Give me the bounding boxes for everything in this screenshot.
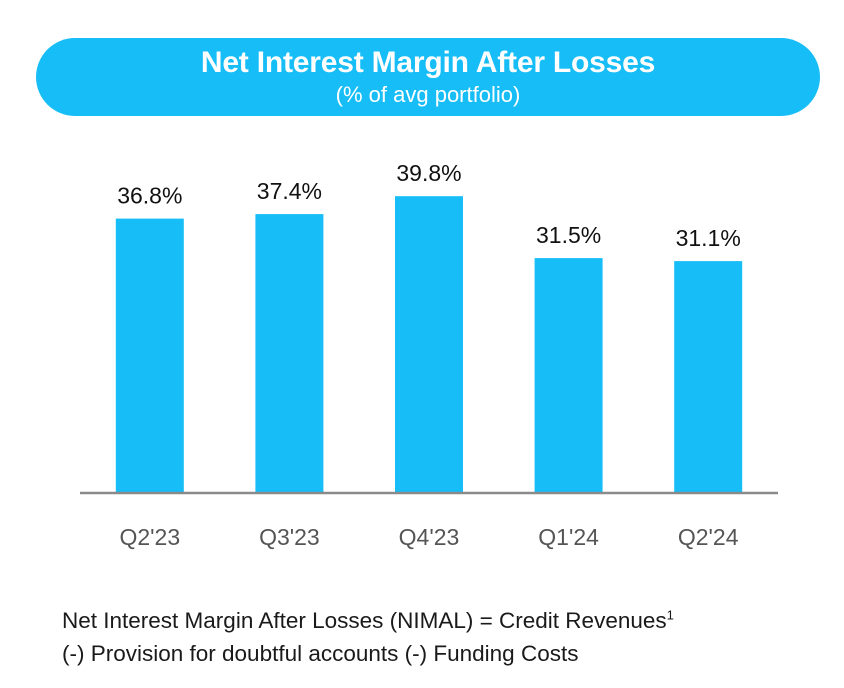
- bar-value-label: 37.4%: [257, 178, 322, 204]
- footnote: Net Interest Margin After Losses (NIMAL)…: [62, 604, 832, 670]
- bar-Q2'23: [115, 218, 184, 493]
- x-tick-label: Q2'23: [119, 524, 180, 550]
- footnote-line-2: (-) Provision for doubtful accounts (-) …: [62, 641, 579, 666]
- bar-value-label: 31.1%: [676, 225, 741, 251]
- x-tick-label: Q4'23: [399, 524, 460, 550]
- bar-Q3'23: [255, 214, 324, 493]
- bar-value-label: 39.8%: [396, 160, 461, 186]
- footnote-superscript: 1: [666, 607, 674, 623]
- bar-Q1'24: [534, 258, 603, 493]
- x-tick-label: Q3'23: [259, 524, 320, 550]
- bar-Q4'23: [395, 196, 463, 493]
- chart-subtitle: (% of avg portfolio): [335, 82, 521, 107]
- bar-value-label: 31.5%: [536, 222, 601, 248]
- bar-chart: 36.8% Q2'23 37.4% Q3'23 39.8% Q4'23 31.5% Q1'24…: [80, 160, 778, 550]
- bar-value-label: 36.8%: [117, 183, 182, 209]
- x-tick-label: Q1'24: [538, 524, 599, 550]
- footnote-line-1: Net Interest Margin After Losses (NIMAL)…: [62, 608, 667, 633]
- chart-title-banner: Net Interest Margin After Losses (% of a…: [36, 38, 820, 116]
- x-tick-label: Q2'24: [678, 524, 739, 550]
- chart-title: Net Interest Margin After Losses: [200, 46, 656, 79]
- bar-Q2'24: [674, 261, 743, 493]
